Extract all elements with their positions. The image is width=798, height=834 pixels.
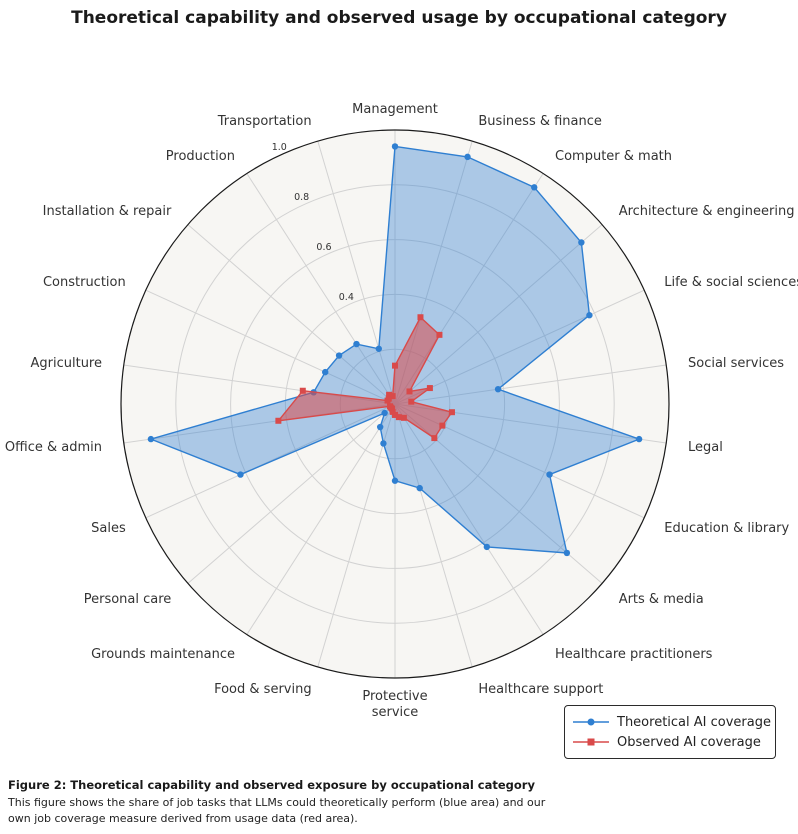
data-point-observed [387, 403, 394, 410]
data-point-theoretical [380, 440, 387, 447]
category-label: Healthcare support [478, 682, 603, 697]
category-label: Life & social sciences [664, 275, 798, 290]
spoke-line [317, 140, 396, 405]
category-label: Office & admin [5, 440, 102, 455]
spoke-line [246, 403, 396, 635]
data-point-observed [417, 314, 424, 321]
data-point-theoretical [586, 312, 593, 319]
data-point-theoretical [494, 385, 502, 393]
data-point-theoretical [322, 368, 329, 376]
category-label: Construction [43, 275, 126, 290]
outer-ring [120, 129, 670, 679]
data-point-theoretical [483, 543, 491, 551]
category-label: Production [166, 149, 235, 164]
spoke-line [394, 289, 645, 405]
data-point-theoretical [464, 153, 471, 161]
data-point-theoretical [353, 340, 360, 348]
category-label: Personal care [84, 592, 172, 607]
radial-tick-label: 0.6 [316, 242, 331, 253]
data-point-observed [436, 331, 443, 338]
chart-title: Theoretical capability and observed usag… [71, 8, 727, 28]
category-label: Transportation [217, 114, 312, 129]
category-label: Business & finance [478, 114, 602, 129]
radar-labels: 0.4 0.6 0.8 1.0 Management Business & finance… [5, 102, 798, 720]
spoke-line [145, 289, 396, 405]
data-point-observed [389, 393, 396, 400]
data-point-theoretical [381, 409, 388, 417]
legend-item-theoretical: Theoretical AI coverage [573, 712, 771, 732]
legend-label-theoretical: Theoretical AI coverage [617, 714, 771, 730]
data-point-observed [439, 422, 446, 429]
caption-title: Figure 2: Theoretical capability and obs… [8, 778, 535, 792]
radar-chart: 0.4 0.6 0.8 1.0 Management Business & finance… [5, 102, 798, 720]
legend-label-observed: Observed AI coverage [617, 734, 761, 750]
data-point-theoretical [578, 239, 585, 246]
data-point-theoretical [375, 345, 382, 352]
data-point-observed [400, 414, 407, 421]
category-label: Arts & media [619, 592, 704, 607]
data-point-observed [275, 417, 282, 424]
data-point-theoretical [237, 471, 244, 478]
data-point-observed [408, 398, 415, 405]
radial-tick-label: 1.0 [272, 142, 287, 153]
category-label: Architecture & engineering [619, 204, 795, 219]
spoke-line [187, 224, 396, 405]
data-point-observed [389, 408, 396, 415]
radar-series [147, 143, 643, 557]
data-point-theoretical [376, 423, 384, 431]
category-label: Food & serving [214, 682, 312, 697]
data-point-observed [448, 409, 455, 416]
legend-swatch-blue [573, 718, 609, 726]
spoke-line [394, 364, 667, 405]
spoke-line [145, 403, 396, 519]
data-point-theoretical [531, 184, 538, 191]
figure-caption: Figure 2: Theoretical capability and obs… [8, 778, 568, 827]
caption-text: This figure shows the share of job tasks… [8, 796, 546, 825]
spoke-line [187, 403, 396, 584]
category-label: Social services [688, 356, 784, 371]
data-point-theoretical [391, 477, 399, 484]
data-point-theoretical [391, 143, 399, 150]
category-label: Agriculture [31, 356, 103, 371]
data-point-theoretical [147, 435, 155, 443]
category-label: Computer & math [555, 149, 672, 164]
category-label: Healthcare practitioners [555, 647, 713, 662]
category-label: Installation & repair [43, 204, 172, 219]
data-point-observed [395, 414, 402, 421]
spoke-line [246, 173, 396, 405]
data-point-theoretical [335, 352, 343, 359]
spoke-line [394, 403, 473, 668]
spoke-line [394, 224, 603, 405]
category-label: Protective service [362, 689, 427, 720]
data-point-observed [392, 362, 398, 369]
data-point-observed [426, 385, 433, 392]
data-point-theoretical [563, 549, 571, 557]
data-point-theoretical [635, 435, 643, 443]
legend-item-observed: Observed AI coverage [573, 732, 761, 752]
spoke-line [317, 403, 396, 668]
category-label: Sales [91, 521, 126, 536]
spoke-line [394, 403, 544, 635]
radial-tick-label: 0.8 [294, 192, 309, 203]
data-point-observed [431, 435, 438, 442]
data-point-observed [406, 388, 413, 395]
category-label: Legal [688, 440, 723, 455]
legend-swatch-red [573, 738, 609, 746]
data-point-observed [386, 391, 393, 398]
category-label: Grounds maintenance [91, 647, 235, 662]
radial-tick-label: 0.4 [339, 292, 354, 303]
category-label: Management [352, 102, 438, 117]
category-label: Education & library [664, 521, 789, 536]
data-point-observed [299, 387, 306, 394]
data-point-theoretical [416, 484, 423, 492]
legend: Theoretical AI coverage Observed AI cove… [564, 705, 776, 759]
data-point-observed [385, 395, 392, 402]
data-point-observed [392, 411, 398, 418]
data-point-theoretical [546, 471, 553, 478]
